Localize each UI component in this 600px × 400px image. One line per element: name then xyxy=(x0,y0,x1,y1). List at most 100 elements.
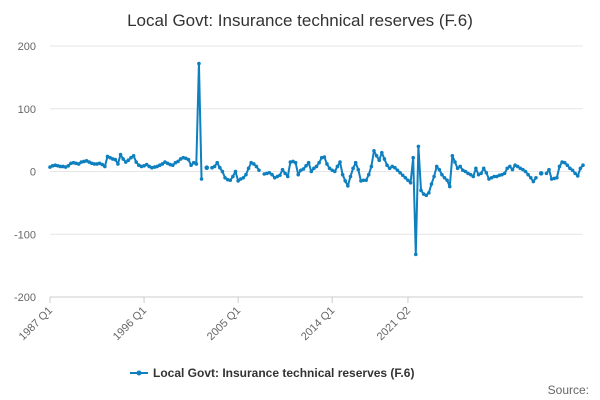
data-point[interactable] xyxy=(197,61,201,66)
data-point[interactable] xyxy=(223,175,227,180)
source-label[interactable]: Source: xyxy=(548,383,589,397)
data-point[interactable] xyxy=(228,178,233,183)
data-point[interactable] xyxy=(526,172,530,177)
data-point[interactable] xyxy=(194,162,199,166)
data-point[interactable] xyxy=(450,154,455,158)
data-point[interactable] xyxy=(58,164,63,169)
data-point[interactable] xyxy=(468,172,473,177)
data-point[interactable] xyxy=(544,171,549,176)
data-point[interactable] xyxy=(479,171,483,176)
data-point[interactable] xyxy=(453,160,457,164)
data-point[interactable] xyxy=(424,193,429,198)
data-point[interactable] xyxy=(471,174,476,179)
data-point[interactable] xyxy=(447,184,452,189)
data-point[interactable] xyxy=(278,173,282,178)
data-point[interactable] xyxy=(557,164,562,169)
data-point[interactable] xyxy=(322,155,327,159)
data-point[interactable] xyxy=(121,157,125,161)
data-point[interactable] xyxy=(372,148,376,153)
data-point[interactable] xyxy=(413,252,418,257)
data-point[interactable] xyxy=(505,166,510,171)
data-point[interactable] xyxy=(395,168,400,173)
data-point[interactable] xyxy=(528,175,533,180)
data-point[interactable] xyxy=(257,168,261,173)
data-point[interactable] xyxy=(246,166,251,171)
data-point[interactable] xyxy=(306,160,311,165)
data-point[interactable] xyxy=(385,163,389,168)
data-point[interactable] xyxy=(76,162,81,166)
data-point[interactable] xyxy=(134,160,139,164)
data-point[interactable] xyxy=(356,167,361,172)
data-point[interactable] xyxy=(565,163,570,168)
data-point[interactable] xyxy=(171,163,175,168)
data-point[interactable] xyxy=(353,160,358,165)
data-point[interactable] xyxy=(160,162,165,166)
data-point[interactable] xyxy=(123,160,128,164)
data-point[interactable] xyxy=(236,179,240,183)
data-point[interactable] xyxy=(233,169,238,174)
data-point[interactable] xyxy=(116,162,120,166)
data-point[interactable] xyxy=(325,162,329,166)
data-point[interactable] xyxy=(411,155,415,160)
data-point[interactable] xyxy=(332,169,337,174)
data-point[interactable] xyxy=(434,164,439,169)
data-point[interactable] xyxy=(573,171,577,176)
data-point[interactable] xyxy=(406,178,410,183)
data-point[interactable] xyxy=(129,155,133,160)
data-point[interactable] xyxy=(254,164,259,169)
data-point[interactable] xyxy=(293,160,298,165)
data-point[interactable] xyxy=(416,144,421,149)
data-point[interactable] xyxy=(538,171,544,176)
data-point[interactable] xyxy=(186,157,191,162)
data-point[interactable] xyxy=(301,167,306,171)
data-point[interactable] xyxy=(427,191,431,195)
data-point[interactable] xyxy=(126,158,131,162)
data-point[interactable] xyxy=(510,167,515,172)
data-point[interactable] xyxy=(547,167,551,172)
data-point[interactable] xyxy=(361,178,366,183)
data-point[interactable] xyxy=(267,170,272,175)
data-point[interactable] xyxy=(403,175,408,180)
data-point[interactable] xyxy=(442,175,447,180)
data-point[interactable] xyxy=(374,154,379,158)
data-point[interactable] xyxy=(343,179,348,183)
data-point[interactable] xyxy=(340,172,345,177)
data-point[interactable] xyxy=(474,166,478,171)
data-point[interactable] xyxy=(369,164,374,169)
data-point[interactable] xyxy=(312,166,316,171)
data-point[interactable] xyxy=(440,172,444,177)
data-point[interactable] xyxy=(251,162,256,166)
data-point[interactable] xyxy=(437,167,442,172)
data-point[interactable] xyxy=(144,162,149,167)
data-point[interactable] xyxy=(103,164,107,169)
data-point[interactable] xyxy=(508,164,512,169)
data-point[interactable] xyxy=(400,173,405,178)
data-point[interactable] xyxy=(100,162,105,167)
data-point[interactable] xyxy=(351,166,355,171)
data-point[interactable] xyxy=(304,164,308,168)
data-point[interactable] xyxy=(66,164,71,168)
data-point[interactable] xyxy=(502,171,507,176)
data-point[interactable] xyxy=(113,157,118,162)
data-point[interactable] xyxy=(327,166,332,171)
data-point[interactable] xyxy=(458,164,463,169)
data-point[interactable] xyxy=(463,169,468,174)
data-point[interactable] xyxy=(270,172,274,177)
data-point[interactable] xyxy=(335,164,340,169)
data-point[interactable] xyxy=(531,179,536,184)
data-point[interactable] xyxy=(534,175,538,180)
data-point[interactable] xyxy=(523,169,528,174)
data-point[interactable] xyxy=(215,160,220,165)
data-point[interactable] xyxy=(92,162,97,166)
legend[interactable]: Local Govt: Insurance technical reserves… xyxy=(130,366,414,380)
data-point[interactable] xyxy=(445,178,449,183)
data-point[interactable] xyxy=(309,169,314,174)
data-point[interactable] xyxy=(220,169,225,174)
data-point[interactable] xyxy=(398,170,402,175)
data-point[interactable] xyxy=(296,172,301,177)
data-point[interactable] xyxy=(204,165,210,171)
data-point[interactable] xyxy=(575,174,580,178)
data-point[interactable] xyxy=(393,165,397,170)
data-point[interactable] xyxy=(382,157,387,161)
data-point[interactable] xyxy=(244,172,248,177)
